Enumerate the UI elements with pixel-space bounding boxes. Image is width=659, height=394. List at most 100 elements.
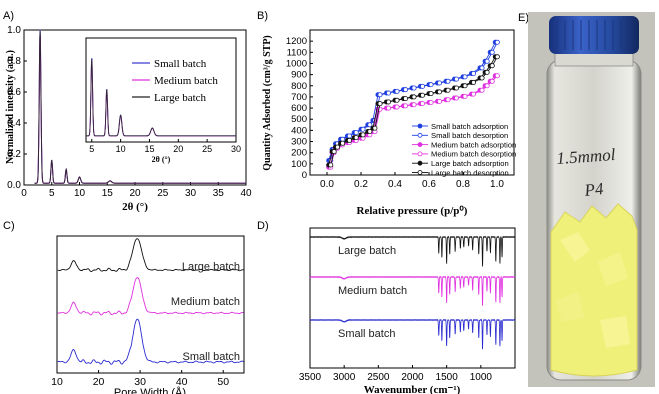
chart-c-series-line [57,318,244,365]
chart-d-label-large: Large batch [338,245,396,257]
chart-a-inset-xlabel: 2θ (°) [152,155,171,164]
chart-a-xtick-label: 20 [129,188,141,199]
chart-b-point [346,137,352,143]
chart-b-point [428,100,434,106]
chart-b-point [386,105,392,111]
chart-d-label-medium: Medium batch [338,285,407,297]
chart-b-ytick-label: 700 [291,92,307,103]
chart-b-xlabel: Relative pressure (p/p⁰) [357,205,468,217]
chart-a-xtick-label: 0 [21,188,27,199]
chart-b-frame [309,29,515,176]
chart-b-point [462,74,468,80]
chart-a: 0 5 10 15 20 25 30 35 40 0.0 0.2 0.4 0.6 0.8 1.0 2θ (°… [5,25,252,213]
chart-a-inset-xtick-label: 20 [173,144,183,154]
chart-c-series-line [57,238,244,273]
chart-a-ytick-label: 0.4 [7,118,21,129]
chart-b-point [484,69,490,75]
chart-b-point [377,101,383,107]
chart-b-point [411,94,417,100]
chart-b-point [484,83,490,89]
chart-b-point [494,73,500,79]
chart-b-xtick-label: 0.2 [354,179,368,190]
chart-b-point [471,91,477,97]
chart-a-xtick-label: 40 [240,188,252,199]
chart-a-inset-xtick-label: 10 [116,144,126,154]
chart-b-point [471,71,477,77]
chart-b-ytick-label: 600 [291,103,307,114]
chart-b-point [479,87,485,93]
vial-cap [549,16,639,54]
chart-b-point [367,122,373,128]
chart-b-point [479,75,485,81]
panel-letter-d: D) [257,220,269,232]
chart-b-point [445,78,451,84]
chart-a-ytick-label: 0.8 [7,56,21,67]
chart-b-point [484,58,490,64]
chart-b-point [353,130,359,136]
vial-label-top: 1.5mmol [556,145,616,168]
chart-b-xtick-label: 0.8 [456,179,470,190]
chart-b-point [454,85,460,91]
chart-b-point [411,102,417,108]
chart-b-legend-marker [417,142,423,148]
chart-b-point [386,90,392,96]
chart-a-xtick-label: 15 [102,188,114,199]
chart-b-point [394,104,400,110]
chart-c-frame [56,235,245,374]
chart-a-xtick-label: 25 [157,188,169,199]
chart-b-legend-marker [417,170,423,175]
chart-b-ytick-label: 400 [291,125,307,136]
chart-d-label-small: Small batch [338,328,395,340]
chart-b-point [445,87,451,93]
chart-b-legend-marker [417,160,423,166]
chart-c-label-medium: Medium batch [171,296,240,308]
chart-a-legend: Small batch Medium batch Large batch [132,58,218,104]
chart-c-label-large: Large batch [182,261,240,273]
chart-a-inset-xtick-label: 15 [144,144,154,154]
chart-c: 10 20 30 40 50 Large batch Medium batch Smal… [51,235,245,394]
chart-b-point [340,140,346,146]
chart-d-xtick-label: 2000 [401,372,424,383]
chart-a-ytick-label: 1.0 [7,25,21,36]
panel-letter-a: A) [3,10,14,22]
chart-b-ytick-label: 100 [291,159,307,170]
chart-b-ytick-label: 1200 [286,36,307,47]
chart-b-ytick-label: 300 [291,137,307,148]
chart-c-label-small: Small batch [183,351,240,363]
chart-b-point [471,79,477,85]
chart-b-point [403,96,409,102]
chart-b-ytick-label: 500 [291,114,307,125]
chart-a-inset-xtick-label: 5 [89,144,94,154]
chart-b-point [360,132,366,138]
chart-a-ytick-label: 0.2 [7,149,21,160]
chart-b-ytick-label: 900 [291,70,307,81]
chart-b-legend-label: Small batch desorption [431,131,508,140]
chart-b-point [489,78,495,84]
chart-b-xtick-label: 0.4 [388,179,402,190]
legend-a-medium: Medium batch [154,75,218,87]
chart-b-point [462,93,468,99]
chart-d-series-line [309,235,516,267]
chart-b-ylabel: Quantity Adsorbed (cm³/g STP) [262,35,273,171]
chart-c-xlabel: Pore Width (Å) [114,386,186,394]
chart-b: 0.0 0.2 0.4 0.6 0.8 1.0 0100200300400500600700… [262,29,516,217]
chart-a-inset-xtick-label: 25 [202,144,212,154]
chart-b-point [328,162,334,168]
chart-a-ytick-label: 0.0 [7,180,21,191]
chart-b-point [420,83,426,89]
panel-letter-e: E) [518,12,529,24]
chart-b-point [489,63,495,69]
chart-a-ylabel: Normalized intensity (a.u.) [5,50,16,164]
chart-d-xtick-label: 1500 [436,372,459,383]
chart-b-point [367,128,373,134]
chart-b-point [386,99,392,105]
chart-d-xtick-label: 1000 [470,372,493,383]
chart-b-legend-marker [417,123,423,129]
chart-b-point [394,97,400,103]
chart-b-point [331,149,337,155]
chart-b-point [494,39,500,45]
chart-a-series-line [34,31,246,184]
chart-b-ytick-label: 800 [291,81,307,92]
chart-b-point [428,91,434,97]
chart-b-xtick-label: 0.6 [422,179,436,190]
